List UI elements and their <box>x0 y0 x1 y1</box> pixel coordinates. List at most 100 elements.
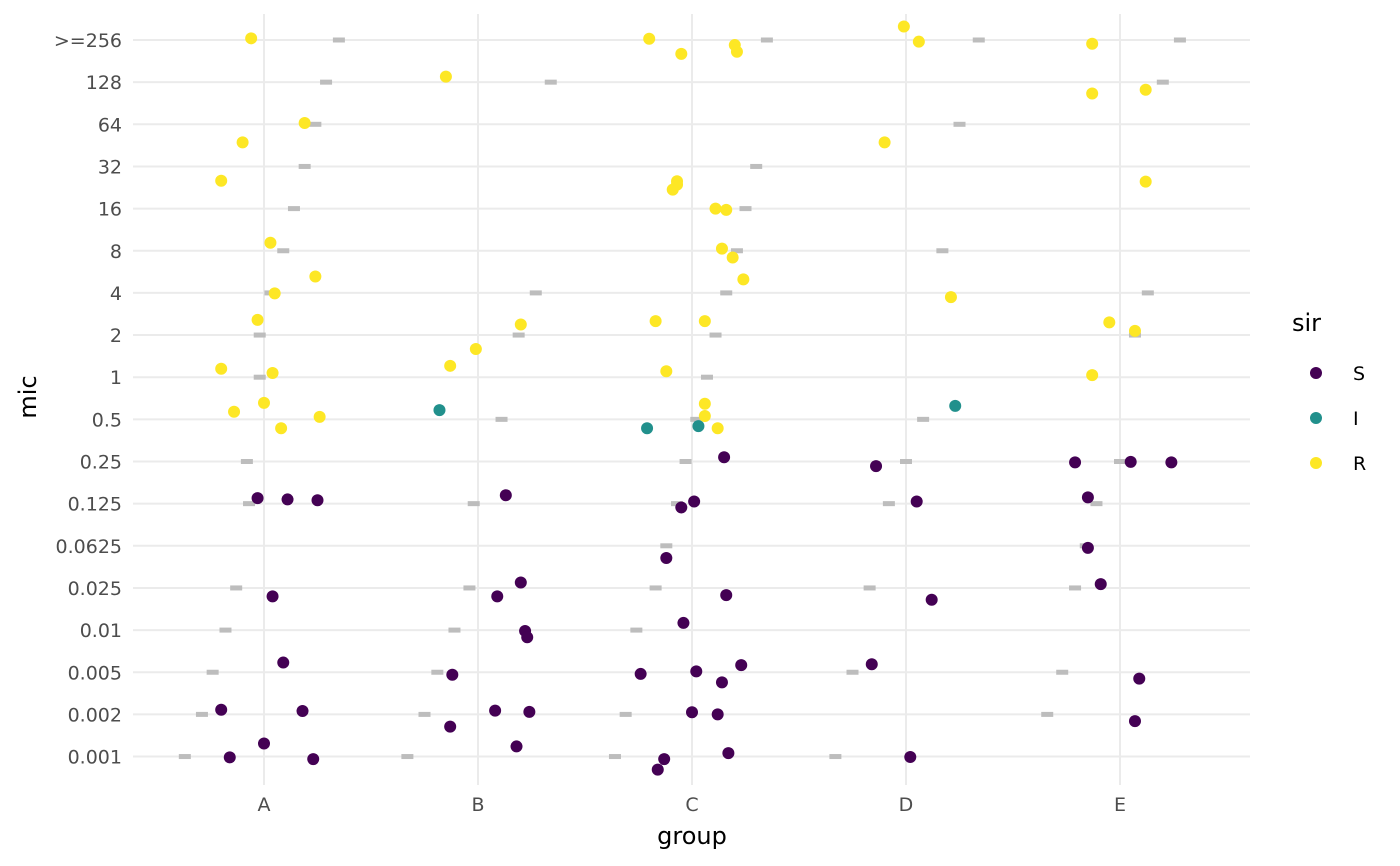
data-point-R <box>660 365 673 378</box>
y-tick-label: 0.001 <box>68 747 122 769</box>
data-point-S <box>715 676 728 689</box>
data-point-S <box>281 493 294 506</box>
breakpoint-marker <box>829 754 842 760</box>
breakpoint-marker <box>1090 501 1103 507</box>
legend-key-S <box>1310 367 1322 379</box>
data-point-R <box>1086 369 1099 382</box>
legend-label-S: S <box>1353 363 1365 385</box>
breakpoint-marker <box>1141 290 1154 296</box>
breakpoint-marker <box>463 585 476 591</box>
data-point-R <box>1139 175 1152 188</box>
y-tick-label: 0.025 <box>68 578 122 600</box>
data-point-S <box>514 576 527 589</box>
data-point-R <box>711 422 724 435</box>
data-point-S <box>277 656 290 669</box>
data-point-S <box>711 708 724 721</box>
data-point-R <box>309 270 322 283</box>
legend-title: sir <box>1292 309 1321 337</box>
data-point-R <box>439 70 452 83</box>
breakpoint-marker <box>720 290 733 296</box>
data-point-S <box>258 737 270 750</box>
data-point-I <box>433 404 446 417</box>
data-point-R <box>666 183 679 196</box>
data-point-R <box>1128 324 1141 337</box>
data-point-S <box>634 667 647 680</box>
data-point-R <box>912 35 925 48</box>
breakpoint-marker <box>1156 79 1169 85</box>
data-point-R <box>251 313 264 326</box>
breakpoint-marker <box>529 290 542 296</box>
y-tick-label: 32 <box>98 156 122 178</box>
data-point-R <box>1086 37 1099 50</box>
data-point-S <box>446 668 459 681</box>
data-point-S <box>686 706 698 719</box>
data-point-R <box>275 422 288 435</box>
data-point-S <box>251 492 264 505</box>
breakpoint-marker <box>178 754 191 760</box>
data-point-S <box>223 751 236 764</box>
breakpoint-marker <box>309 121 322 127</box>
breakpoint-marker <box>195 711 208 717</box>
breakpoint-marker <box>846 669 859 675</box>
data-point-R <box>649 315 662 328</box>
breakpoint-marker <box>431 669 444 675</box>
breakpoint-marker <box>495 416 508 422</box>
breakpoint-marker <box>972 37 985 43</box>
data-point-S <box>925 593 938 606</box>
breakpoint-marker <box>619 711 632 717</box>
data-point-R <box>215 362 228 375</box>
breakpoint-marker <box>730 248 743 254</box>
data-point-S <box>491 590 504 603</box>
x-tick-label: D <box>899 794 914 816</box>
data-point-S <box>1165 456 1178 469</box>
data-point-R <box>298 117 311 130</box>
breakpoint-marker <box>287 206 300 212</box>
data-point-S <box>722 747 735 760</box>
x-tick-label: A <box>258 794 271 816</box>
data-point-S <box>266 590 279 603</box>
data-points <box>215 20 1178 776</box>
data-point-S <box>690 665 703 678</box>
data-point-S <box>523 705 536 718</box>
breakpoint-marker <box>760 37 773 43</box>
breakpoint-marker <box>298 163 311 169</box>
breakpoint-marker <box>219 627 232 633</box>
breakpoint-marker <box>448 627 461 633</box>
data-point-S <box>296 705 309 718</box>
legend-key-I <box>1310 412 1322 424</box>
data-point-R <box>730 45 743 58</box>
data-point-S <box>651 763 664 776</box>
data-point-R <box>245 32 258 45</box>
data-point-S <box>720 589 733 602</box>
y-tick-label: 128 <box>86 72 122 94</box>
data-point-R <box>698 409 711 422</box>
data-point-S <box>677 616 690 629</box>
x-axis-title: group <box>657 822 727 850</box>
data-point-S <box>865 658 878 671</box>
breakpoint-marker <box>332 37 345 43</box>
data-point-S <box>688 495 701 508</box>
y-tick-label: 0.002 <box>68 704 122 726</box>
data-point-R <box>444 359 457 372</box>
breakpoint-marker <box>240 459 253 464</box>
data-point-S <box>870 460 883 473</box>
data-point-S <box>1069 456 1082 469</box>
data-point-R <box>878 136 891 149</box>
breakpoint-marker <box>320 79 333 85</box>
data-point-I <box>641 422 654 435</box>
breakpoint-marker <box>418 711 431 717</box>
y-tick-label: 0.5 <box>92 409 122 431</box>
y-tick-label: 64 <box>98 114 122 136</box>
data-point-R <box>944 291 957 304</box>
data-point-S <box>311 494 324 507</box>
breakpoint-marker <box>863 585 876 591</box>
y-tick-label: 0.005 <box>68 662 122 684</box>
breakpoint-marker <box>1173 37 1186 43</box>
data-point-R <box>236 136 249 149</box>
breakpoint-marker <box>630 627 643 633</box>
data-point-R <box>897 20 910 33</box>
data-point-S <box>307 753 320 766</box>
data-point-R <box>715 242 728 255</box>
breakpoint-marker <box>882 501 895 507</box>
breakpoint-marker <box>700 374 713 380</box>
